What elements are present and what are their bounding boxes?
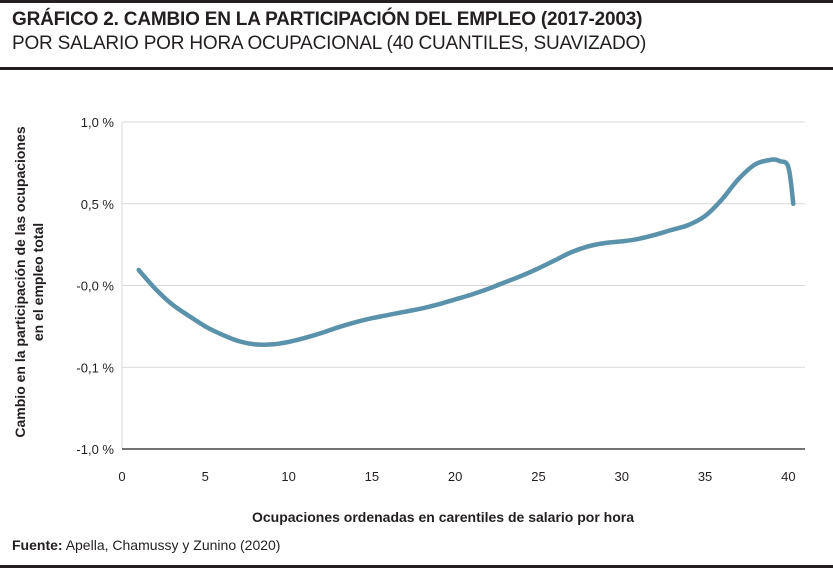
series-line-cambio	[136, 157, 796, 347]
y-tick-label: -0,1 %	[76, 360, 114, 375]
y-tick-labels: 1,0 % 0,5 % -0,0 % -0,1 % -1,0 %	[76, 115, 114, 457]
figure-subtitle: POR SALARIO POR HORA OCUPACIONAL (40 CUA…	[12, 33, 647, 54]
source-note: Fuente: Apella, Chamussy y Zunino (2020)	[12, 537, 280, 553]
x-tick-label: 25	[531, 469, 545, 484]
y-tick-label: -0,0 %	[76, 279, 114, 294]
x-tick-label: 15	[365, 469, 379, 484]
y-tick-label: 0,5 %	[81, 197, 115, 212]
gridlines	[121, 121, 805, 449]
x-tick-label: 10	[281, 469, 295, 484]
source-text: Apella, Chamussy y Zunino (2020)	[65, 537, 281, 553]
x-tick-label: 20	[448, 469, 462, 484]
bottom-rule	[0, 565, 833, 568]
y-tick-label: 1,0 %	[81, 115, 115, 130]
top-rule	[0, 0, 833, 3]
x-tick-label: 5	[202, 469, 209, 484]
x-tick-labels: 0 5 10 15 20 25 30 35 40	[118, 469, 795, 484]
header-rule	[0, 67, 833, 70]
y-axis-label-line-2: en el empleo total	[30, 223, 46, 341]
x-tick-label: 40	[781, 469, 795, 484]
x-tick-label: 35	[698, 469, 712, 484]
figure-header: GRÁFICO 2. CAMBIO EN LA PARTICIPACIÓN DE…	[12, 9, 646, 55]
x-axis-label: Ocupaciones ordenadas en carentiles de s…	[252, 509, 634, 525]
y-tick-label: -1,0 %	[76, 442, 114, 457]
figure-title: GRÁFICO 2. CAMBIO EN LA PARTICIPACIÓN DE…	[12, 9, 643, 30]
y-axis-label-line-1: Cambio en la participación de las ocupac…	[12, 126, 28, 437]
x-tick-label: 30	[615, 469, 629, 484]
x-tick-label: 0	[118, 469, 125, 484]
source-label: Fuente:	[12, 537, 63, 553]
